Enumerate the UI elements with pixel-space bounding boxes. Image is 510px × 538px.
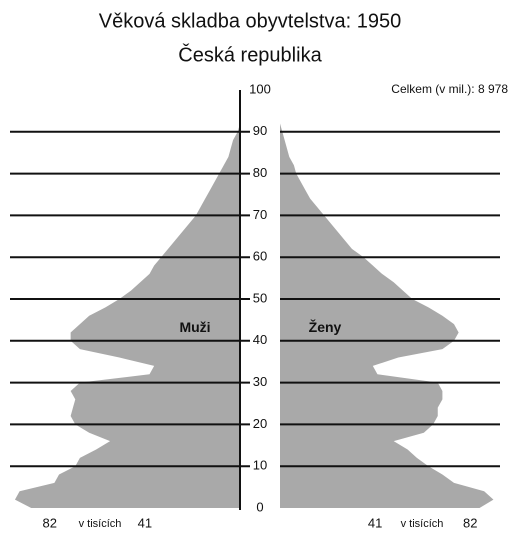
y-tick-label: 20	[253, 416, 267, 431]
population-area	[14, 115, 240, 508]
x-tick-label: 82	[43, 515, 57, 530]
y-tick-label: 80	[253, 165, 267, 180]
legend-label: Ženy	[309, 318, 342, 335]
x-tick-label: 41	[138, 515, 152, 530]
population-area	[280, 115, 494, 508]
y-tick-label: 40	[253, 332, 267, 347]
legend-label: Muži	[179, 319, 210, 335]
y-tick-label: 70	[253, 207, 267, 222]
x-tick-label: 82	[463, 515, 477, 530]
x-tick-label: 41	[368, 515, 382, 530]
x-axis-label: v tisících	[401, 518, 444, 530]
x-axis-label: v tisících	[79, 518, 122, 530]
chart-title: Věková skladba obyvtelstva: 1950	[99, 10, 401, 32]
y-tick-label: 30	[253, 374, 267, 389]
y-tick-label: 90	[253, 123, 267, 138]
y-tick-label: 10	[253, 458, 267, 473]
y-tick-label: 0	[256, 499, 263, 514]
y-tick-label: 60	[253, 249, 267, 264]
y-tick-label: 100	[249, 81, 271, 96]
annotation: Celkem (v mil.): 8 978	[391, 82, 508, 96]
y-tick-label: 50	[253, 290, 267, 305]
chart-subtitle: Česká republika	[178, 43, 322, 66]
